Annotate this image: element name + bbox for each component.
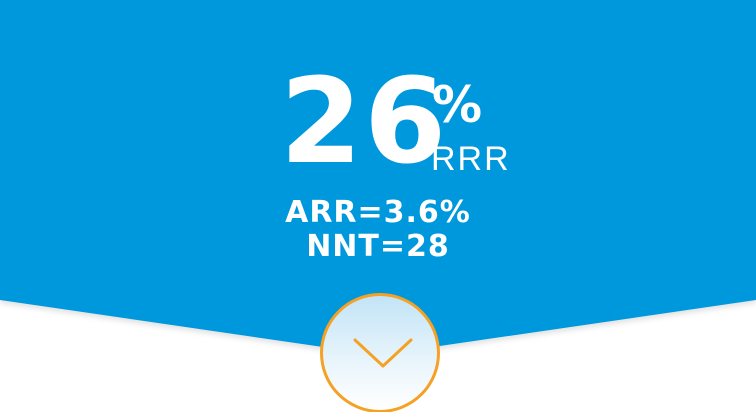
arr-value: ARR=3.6% xyxy=(285,195,471,230)
nnt-value: NNT=28 xyxy=(306,229,450,264)
expand-button[interactable] xyxy=(320,293,440,412)
percent-symbol: % xyxy=(432,76,483,134)
rrr-unit-label: RRR xyxy=(431,140,511,178)
chevron-down-icon xyxy=(353,338,413,368)
rrr-value: 26 xyxy=(280,52,449,190)
secondary-stats: ARR=3.6% NNT=28 xyxy=(228,196,528,264)
banner-shape xyxy=(0,0,756,355)
